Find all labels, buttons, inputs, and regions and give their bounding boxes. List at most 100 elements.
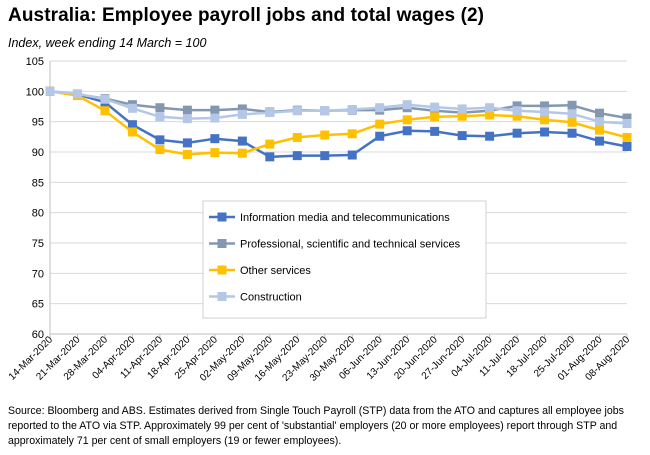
data-point — [375, 119, 385, 129]
data-point — [182, 105, 192, 115]
data-point — [375, 131, 385, 141]
legend-label: Construction — [240, 292, 302, 304]
series-layer — [45, 86, 632, 162]
legend-item: Professional, scientific and technical s… — [209, 239, 461, 251]
data-point — [512, 101, 522, 111]
data-point — [127, 120, 137, 130]
y-tick-label: 100 — [26, 86, 44, 98]
data-point — [210, 148, 220, 158]
series-4 — [45, 86, 632, 128]
data-point — [182, 149, 192, 159]
legend: Information media and telecommunications… — [202, 200, 487, 319]
data-point — [72, 89, 82, 99]
legend-label: Information media and telecommunications — [240, 212, 450, 224]
legend-label: Professional, scientific and technical s… — [240, 239, 461, 251]
data-point — [347, 129, 357, 139]
data-point — [45, 86, 55, 96]
data-point — [182, 114, 192, 124]
data-point — [540, 115, 550, 125]
y-tick-label: 80 — [32, 208, 44, 220]
legend-box — [202, 200, 487, 319]
legend-marker — [217, 292, 227, 301]
data-point — [567, 128, 577, 138]
data-point — [237, 109, 247, 119]
data-point — [292, 106, 302, 116]
data-point — [347, 150, 357, 160]
chart-subtitle: Index, week ending 14 March = 100 — [8, 36, 207, 50]
data-point — [512, 128, 522, 138]
data-point — [292, 132, 302, 142]
legend-marker — [217, 212, 227, 222]
data-point — [567, 109, 577, 119]
grid-lines — [50, 60, 627, 335]
legend-label: Other services — [240, 265, 311, 277]
data-point — [320, 130, 330, 140]
data-point — [567, 100, 577, 110]
series-1 — [45, 86, 632, 162]
data-point — [540, 107, 550, 117]
data-point — [210, 105, 220, 115]
data-point — [402, 115, 412, 125]
data-point — [292, 151, 302, 161]
data-point — [540, 127, 550, 137]
data-point — [320, 151, 330, 161]
series-line — [49, 90, 628, 156]
data-point — [595, 108, 605, 118]
data-point — [155, 135, 165, 145]
legend-marker — [217, 265, 227, 275]
legend-marker — [217, 239, 227, 248]
data-point — [485, 110, 495, 120]
y-tick-label: 85 — [32, 177, 44, 189]
y-tick-label: 65 — [32, 299, 44, 311]
source-note: Source: Bloomberg and ABS. Estimates der… — [8, 405, 624, 447]
data-point — [127, 127, 137, 137]
y-tick-label: 105 — [26, 56, 44, 68]
data-point — [512, 111, 522, 121]
legend-item: Information media and telecommunications — [209, 212, 450, 224]
data-point — [100, 94, 110, 104]
data-point — [265, 152, 275, 162]
data-point — [210, 113, 220, 123]
y-tick-label: 95 — [32, 117, 44, 129]
chart-title: Australia: Employee payroll jobs and tot… — [8, 5, 485, 26]
data-point — [457, 104, 467, 114]
data-point — [430, 102, 440, 112]
data-point — [622, 142, 632, 152]
y-tick-label: 75 — [32, 238, 44, 250]
data-point — [457, 131, 467, 141]
data-point — [237, 104, 247, 114]
legend-item: Other services — [209, 265, 311, 277]
data-point — [485, 131, 495, 141]
data-point — [127, 103, 137, 113]
data-point — [155, 145, 165, 155]
data-point — [430, 112, 440, 122]
series-line — [49, 90, 628, 159]
data-point — [430, 126, 440, 136]
y-axis: 60 65 70 75 80 85 90 95 100 105 — [26, 56, 51, 341]
data-point — [237, 148, 247, 158]
data-point — [595, 117, 605, 127]
data-point — [595, 125, 605, 135]
data-point — [375, 103, 385, 113]
data-point — [402, 100, 412, 110]
data-point — [237, 136, 247, 146]
data-point — [402, 126, 412, 136]
data-point — [595, 136, 605, 146]
data-point — [155, 103, 165, 113]
data-point — [622, 113, 632, 123]
y-tick-label: 60 — [32, 329, 44, 341]
data-point — [540, 101, 550, 111]
data-point — [347, 105, 357, 115]
data-point — [485, 103, 495, 113]
data-point — [265, 139, 275, 149]
data-point — [457, 111, 467, 121]
series-line — [49, 90, 628, 125]
data-point — [210, 134, 220, 144]
y-tick-label: 90 — [32, 147, 44, 159]
data-point — [622, 132, 632, 142]
data-point — [512, 106, 522, 116]
data-point — [100, 106, 110, 116]
data-point — [567, 117, 577, 127]
x-axis: 14-Mar-202021-Mar-202028-Mar-202004-Apr-… — [7, 333, 632, 384]
chart-plot: 60 65 70 75 80 85 90 95 100 105 14-Mar-202021-Mar… — [7, 56, 633, 384]
